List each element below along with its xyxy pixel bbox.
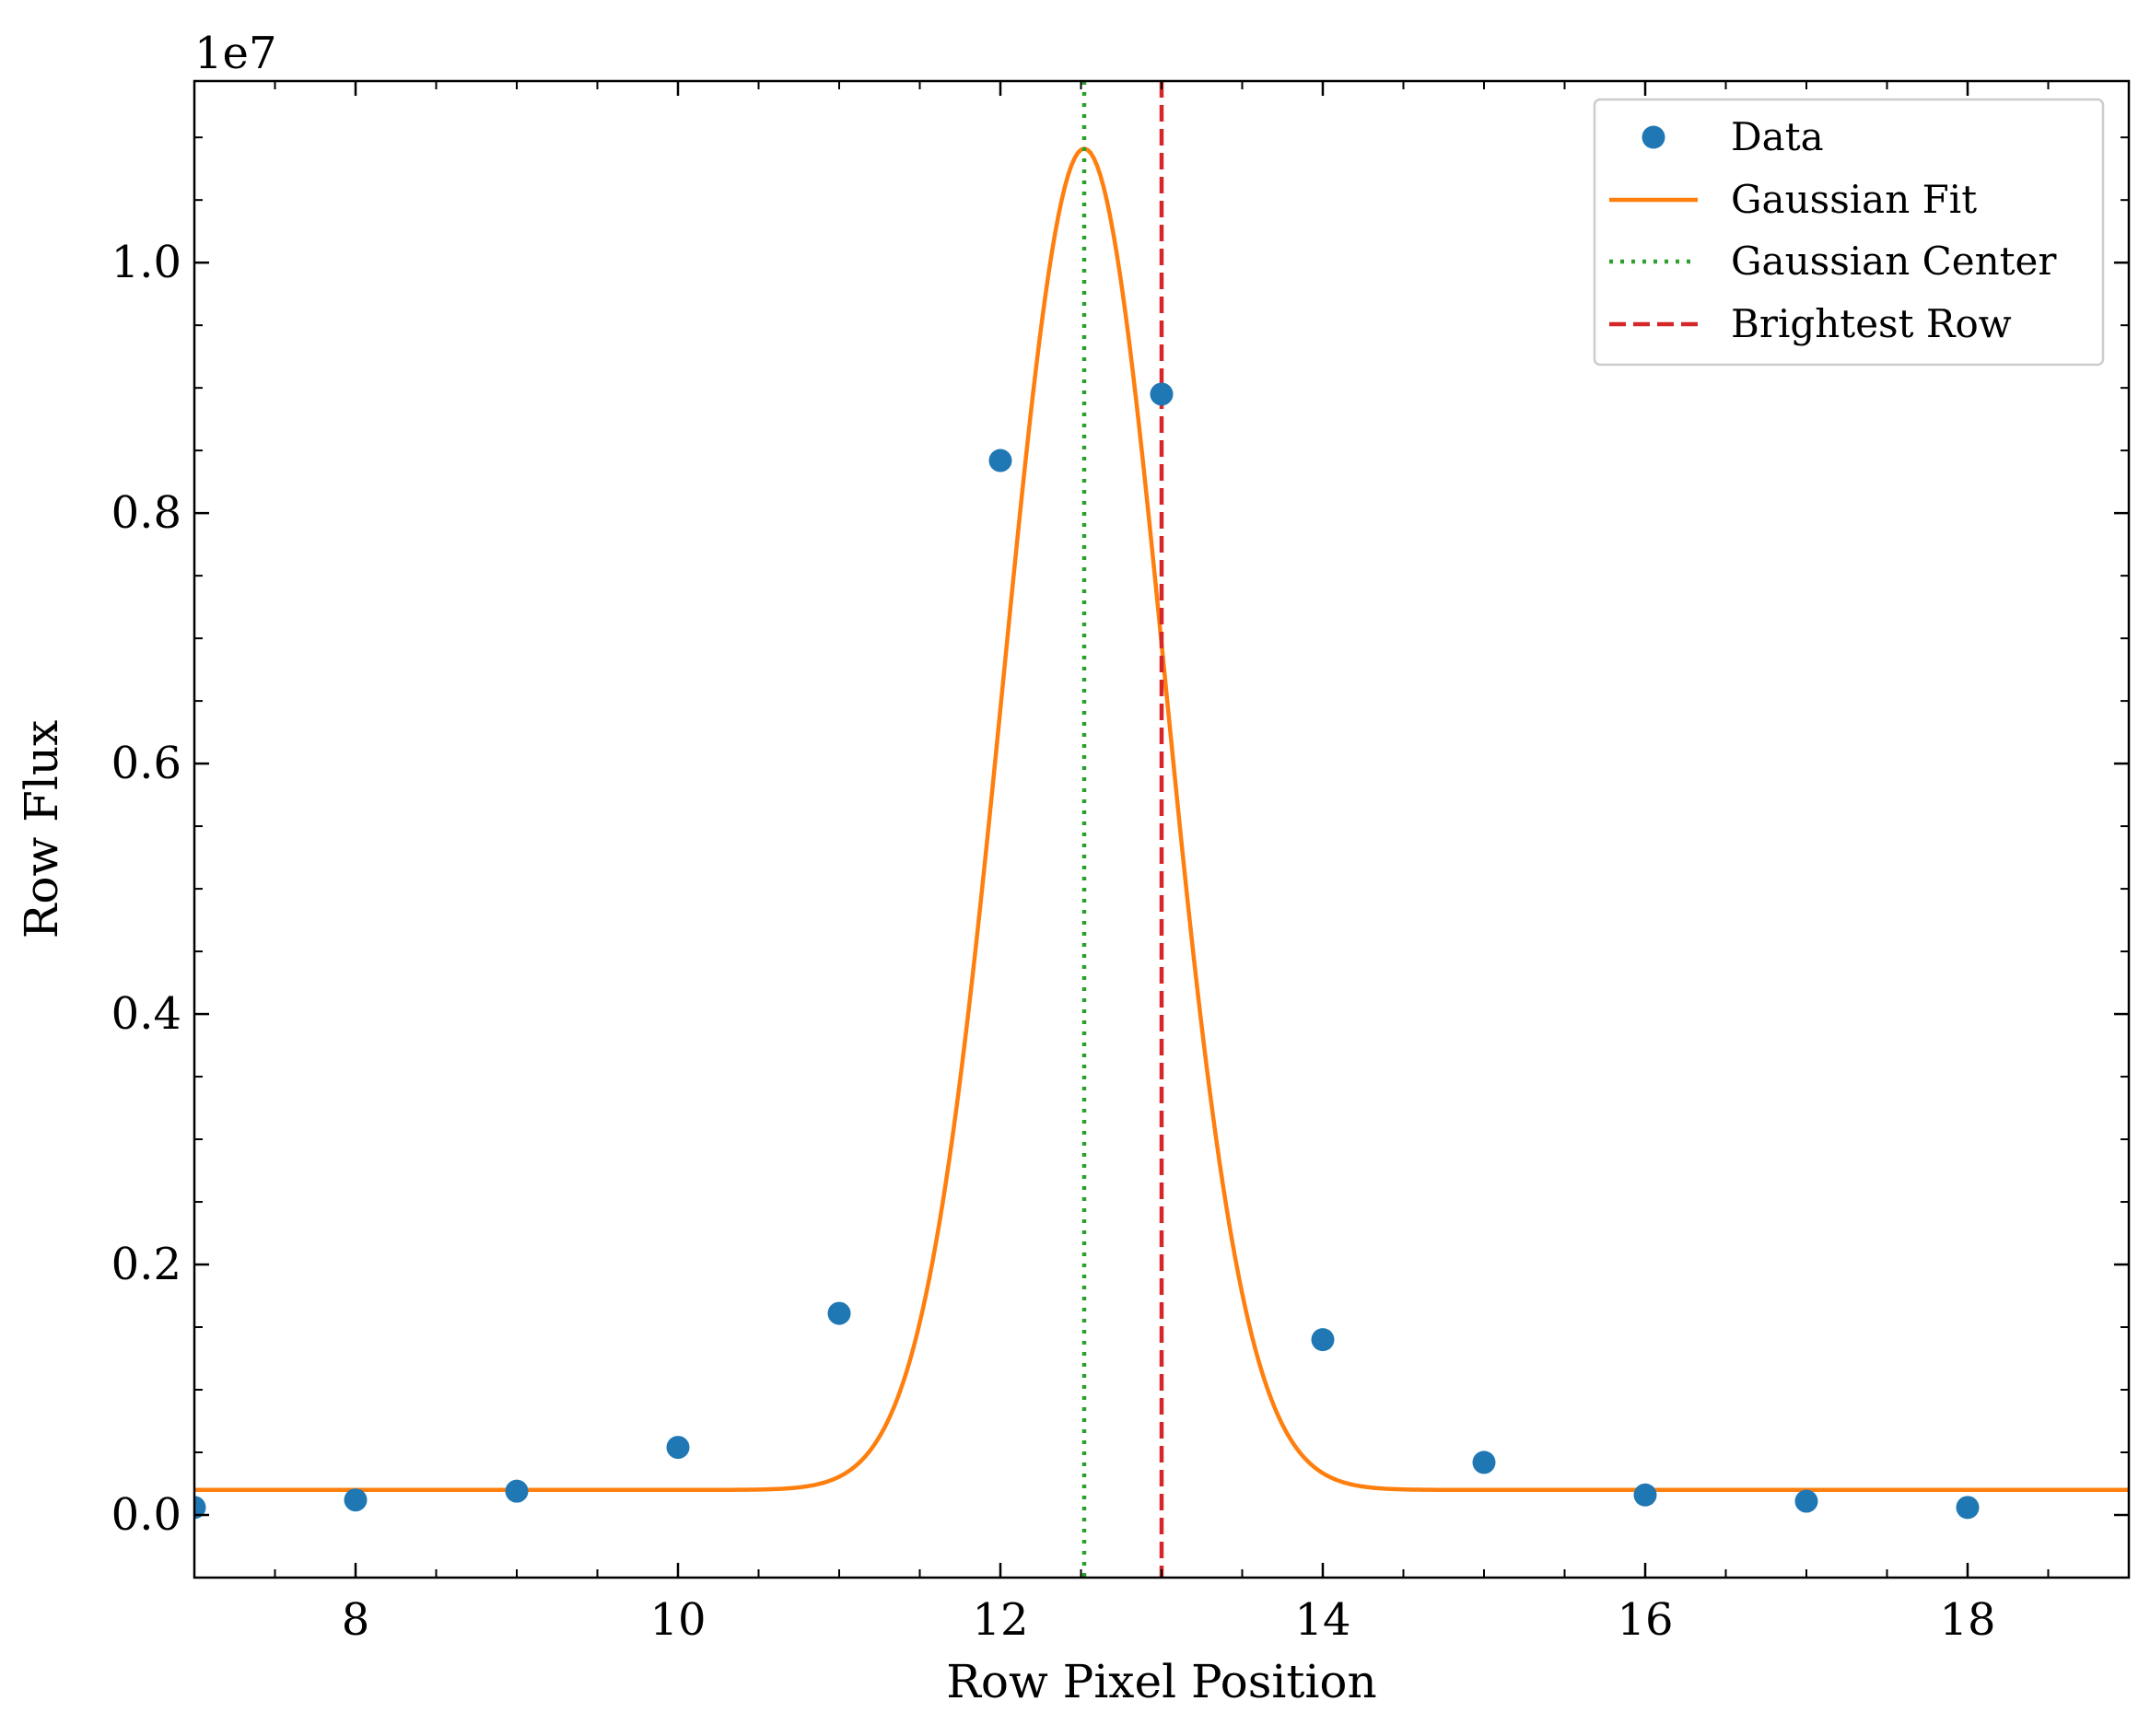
axis-ticks: 8 10 12 14 16 18 0.0 0.2 0.4 0.6 0.8 1.0 (111, 81, 2130, 1646)
data-point (666, 1436, 690, 1460)
data-point (1311, 1328, 1335, 1352)
y-offset-label: 1e7 (194, 28, 276, 79)
data-point (1956, 1496, 1980, 1520)
legend-label: Data (1731, 114, 1824, 159)
legend-label: Gaussian Fit (1731, 177, 1977, 222)
legend-box (1593, 98, 2105, 367)
legend: Data Gaussian Fit Gaussian Center Brightest… (1593, 98, 2105, 367)
y-tick-label: 0.4 (111, 988, 181, 1040)
data-point (194, 1496, 206, 1520)
data-point (344, 1488, 368, 1512)
x-tick-label: 10 (649, 1594, 706, 1646)
x-axis-label: Row Pixel Position (946, 1655, 1377, 1708)
data-point (505, 1479, 529, 1503)
data-point (827, 1301, 851, 1325)
legend-data-marker (1642, 125, 1665, 149)
x-tick-label: 14 (1294, 1594, 1350, 1646)
legend-label: Gaussian Center (1731, 239, 2057, 284)
data-point (1150, 382, 1174, 406)
data-point (1472, 1451, 1496, 1474)
data-point (988, 449, 1012, 472)
plot-marks (194, 81, 2129, 1578)
data-point (1633, 1483, 1657, 1507)
x-tick-label: 18 (1939, 1594, 1995, 1646)
data-point (1794, 1489, 1818, 1513)
y-tick-label: 0.6 (111, 738, 181, 789)
legend-label: Brightest Row (1731, 301, 2012, 346)
y-tick-label: 1.0 (111, 237, 181, 288)
y-tick-label: 0.8 (111, 487, 181, 539)
y-tick-label: 0.0 (111, 1489, 181, 1541)
y-axis-label: Row Flux (15, 720, 68, 939)
x-tick-label: 8 (342, 1594, 370, 1646)
x-tick-label: 12 (972, 1594, 1028, 1646)
plot-area (194, 81, 2129, 1578)
x-tick-label: 16 (1617, 1594, 1673, 1646)
y-tick-label: 0.2 (111, 1239, 181, 1290)
